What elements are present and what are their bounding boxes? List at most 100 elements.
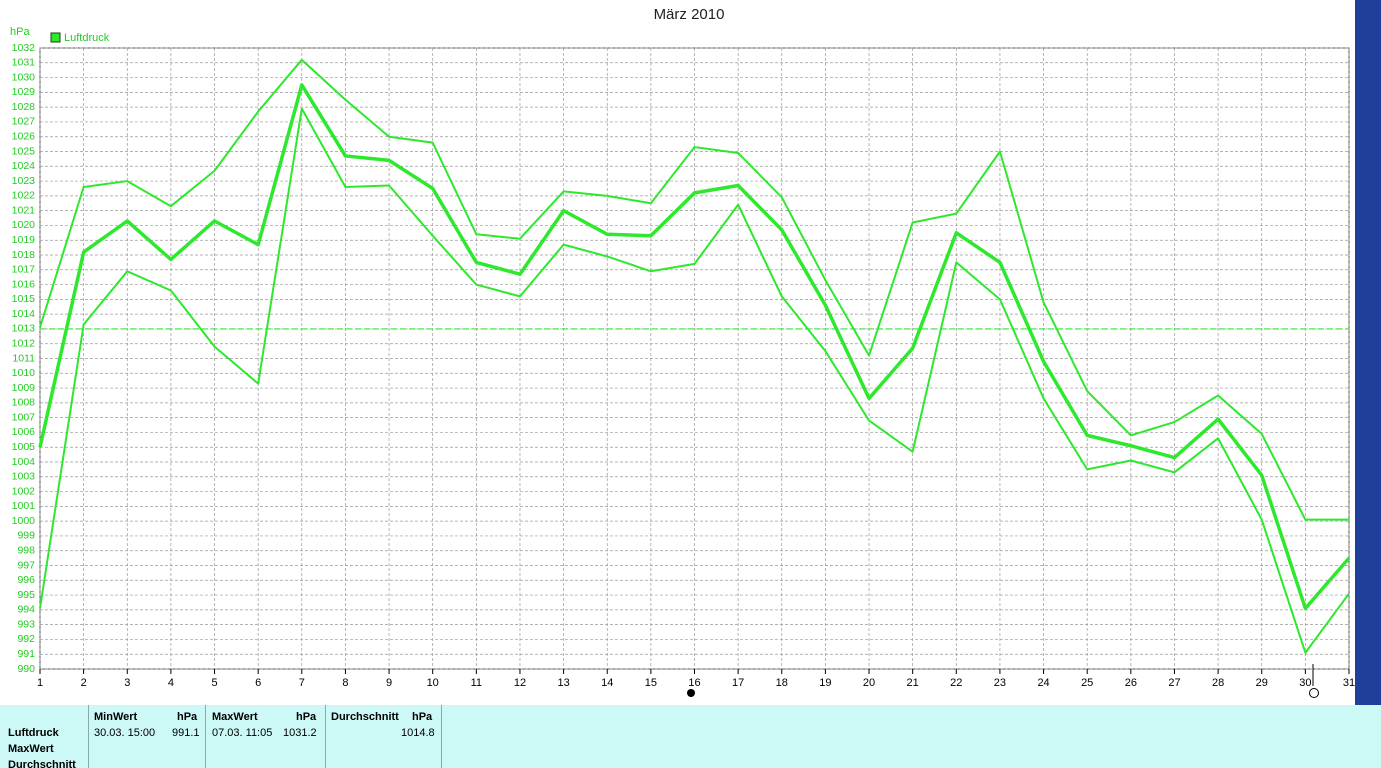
y-tick-label: 991 bbox=[17, 648, 35, 660]
legend-swatch bbox=[50, 32, 61, 43]
y-tick-label: 1023 bbox=[12, 175, 36, 187]
y-tick-label: 1000 bbox=[12, 515, 36, 527]
y-tick-label: 1004 bbox=[12, 456, 36, 468]
chart: März 2010 hPa Luftdruck 990 991 992 993 994 9… bbox=[10, 0, 1381, 705]
y-tick-label: 1017 bbox=[12, 264, 36, 276]
marker-icon bbox=[687, 689, 695, 697]
x-tick-label: 19 bbox=[819, 677, 831, 689]
column-header: MinWert bbox=[94, 711, 138, 723]
y-tick-label: 1008 bbox=[12, 397, 36, 409]
x-tick-label: 15 bbox=[645, 677, 657, 689]
series-line bbox=[38, 83, 1351, 611]
x-tick-label: 7 bbox=[299, 677, 305, 689]
x-tick-label: 18 bbox=[776, 677, 788, 689]
y-tick-label: 1005 bbox=[12, 441, 36, 453]
y-tick-label: 1006 bbox=[12, 426, 36, 438]
y-tick-label: 1010 bbox=[12, 367, 36, 379]
x-tick-label: 14 bbox=[601, 677, 613, 689]
x-tick-label: 12 bbox=[514, 677, 526, 689]
y-tick-label: 995 bbox=[17, 589, 35, 601]
y-tick-label: 1031 bbox=[12, 57, 36, 69]
y-tick-label: 1009 bbox=[12, 382, 36, 394]
x-tick-label: 28 bbox=[1212, 677, 1224, 689]
column-unit: hPa bbox=[177, 711, 198, 723]
separator bbox=[325, 705, 326, 768]
x-tick-label: 13 bbox=[557, 677, 569, 689]
y-tick-label: 1014 bbox=[12, 308, 36, 320]
y-tick-label: 993 bbox=[17, 618, 35, 630]
separator bbox=[441, 705, 442, 768]
y-tick-label: 994 bbox=[17, 604, 35, 616]
y-tick-label: 1007 bbox=[12, 411, 36, 423]
y-tick-label: 1013 bbox=[12, 323, 36, 335]
y-tick-label: 998 bbox=[17, 544, 35, 556]
y-tick-label: 996 bbox=[17, 574, 35, 586]
y-tick-label: 1002 bbox=[12, 485, 36, 497]
y-tick-label: 1026 bbox=[12, 130, 36, 142]
x-tick-label: 16 bbox=[688, 677, 700, 689]
time: 30.03. 15:00 bbox=[94, 727, 156, 739]
value: 1031.2 bbox=[283, 727, 317, 739]
x-tick-label: 11 bbox=[471, 677, 482, 689]
x-tick-label: 20 bbox=[863, 677, 875, 689]
x-tick-label: 22 bbox=[950, 677, 962, 689]
y-tick-label: 1019 bbox=[12, 234, 36, 246]
x-tick-label: 2 bbox=[81, 677, 87, 689]
y-tick-label: 1025 bbox=[12, 145, 36, 157]
y-tick-label: 1022 bbox=[12, 190, 36, 202]
y-tick-label: 1001 bbox=[12, 500, 36, 512]
y-tick-label: 1003 bbox=[12, 471, 36, 483]
series-line bbox=[39, 58, 1349, 521]
x-tick-label: 5 bbox=[211, 677, 217, 689]
y-tick-label: 1021 bbox=[12, 204, 36, 216]
separator bbox=[205, 705, 206, 768]
row-label: Luftdruck bbox=[8, 727, 59, 739]
x-tick-label: 4 bbox=[168, 677, 174, 689]
x-tick-label: 3 bbox=[124, 677, 130, 689]
column-unit: hPa bbox=[296, 711, 317, 723]
x-tick-label: 8 bbox=[342, 677, 348, 689]
marker-icon bbox=[1309, 688, 1319, 698]
x-tick-label: 30 bbox=[1299, 677, 1311, 689]
x-tick-label: 23 bbox=[994, 677, 1006, 689]
row-label: MaxWert bbox=[8, 743, 54, 755]
y-tick-label: 1032 bbox=[12, 42, 36, 54]
x-tick-label: 31 bbox=[1343, 677, 1355, 689]
value: 991.1 bbox=[172, 727, 200, 739]
x-tick-label: 24 bbox=[1037, 677, 1049, 689]
chart-title: März 2010 bbox=[654, 6, 725, 23]
y-tick-label: 1015 bbox=[12, 293, 36, 305]
column-header: MaxWert bbox=[212, 711, 258, 723]
legend-label: Luftdruck bbox=[64, 32, 110, 44]
y-tick-label: 1027 bbox=[12, 116, 36, 128]
stats-table: Luftdruck MaxWert Durchschnitt MinWert h… bbox=[0, 705, 1381, 768]
y-tick-label: 1016 bbox=[12, 278, 36, 290]
y-tick-label: 992 bbox=[17, 633, 35, 645]
y-tick-label: 1012 bbox=[12, 337, 36, 349]
y-tick-label: 997 bbox=[17, 559, 35, 571]
side-panel bbox=[1355, 0, 1381, 705]
column-header: Durchschnitt bbox=[331, 711, 399, 723]
value: 1014.8 bbox=[401, 727, 435, 739]
x-tick-label: 26 bbox=[1125, 677, 1137, 689]
x-tick-label: 29 bbox=[1256, 677, 1268, 689]
x-tick-label: 1 bbox=[37, 677, 43, 689]
x-tick-label: 25 bbox=[1081, 677, 1093, 689]
separator bbox=[88, 705, 89, 768]
y-tick-label: 1030 bbox=[12, 71, 36, 83]
y-tick-label: 1011 bbox=[12, 352, 35, 364]
x-tick-label: 10 bbox=[427, 677, 439, 689]
x-tick-label: 6 bbox=[255, 677, 261, 689]
row-label: Durchschnitt bbox=[8, 759, 76, 768]
series-line bbox=[39, 107, 1350, 654]
y-tick-label: 1028 bbox=[12, 101, 36, 113]
y-tick-label: 999 bbox=[17, 530, 35, 542]
y-unit: hPa bbox=[10, 26, 30, 38]
x-tick-label: 17 bbox=[732, 677, 744, 689]
y-tick-label: 990 bbox=[17, 663, 35, 675]
y-tick-label: 1029 bbox=[12, 86, 36, 98]
y-tick-label: 1018 bbox=[12, 249, 36, 261]
y-tick-label: 1024 bbox=[12, 160, 36, 172]
y-tick-label: 1020 bbox=[12, 219, 36, 231]
